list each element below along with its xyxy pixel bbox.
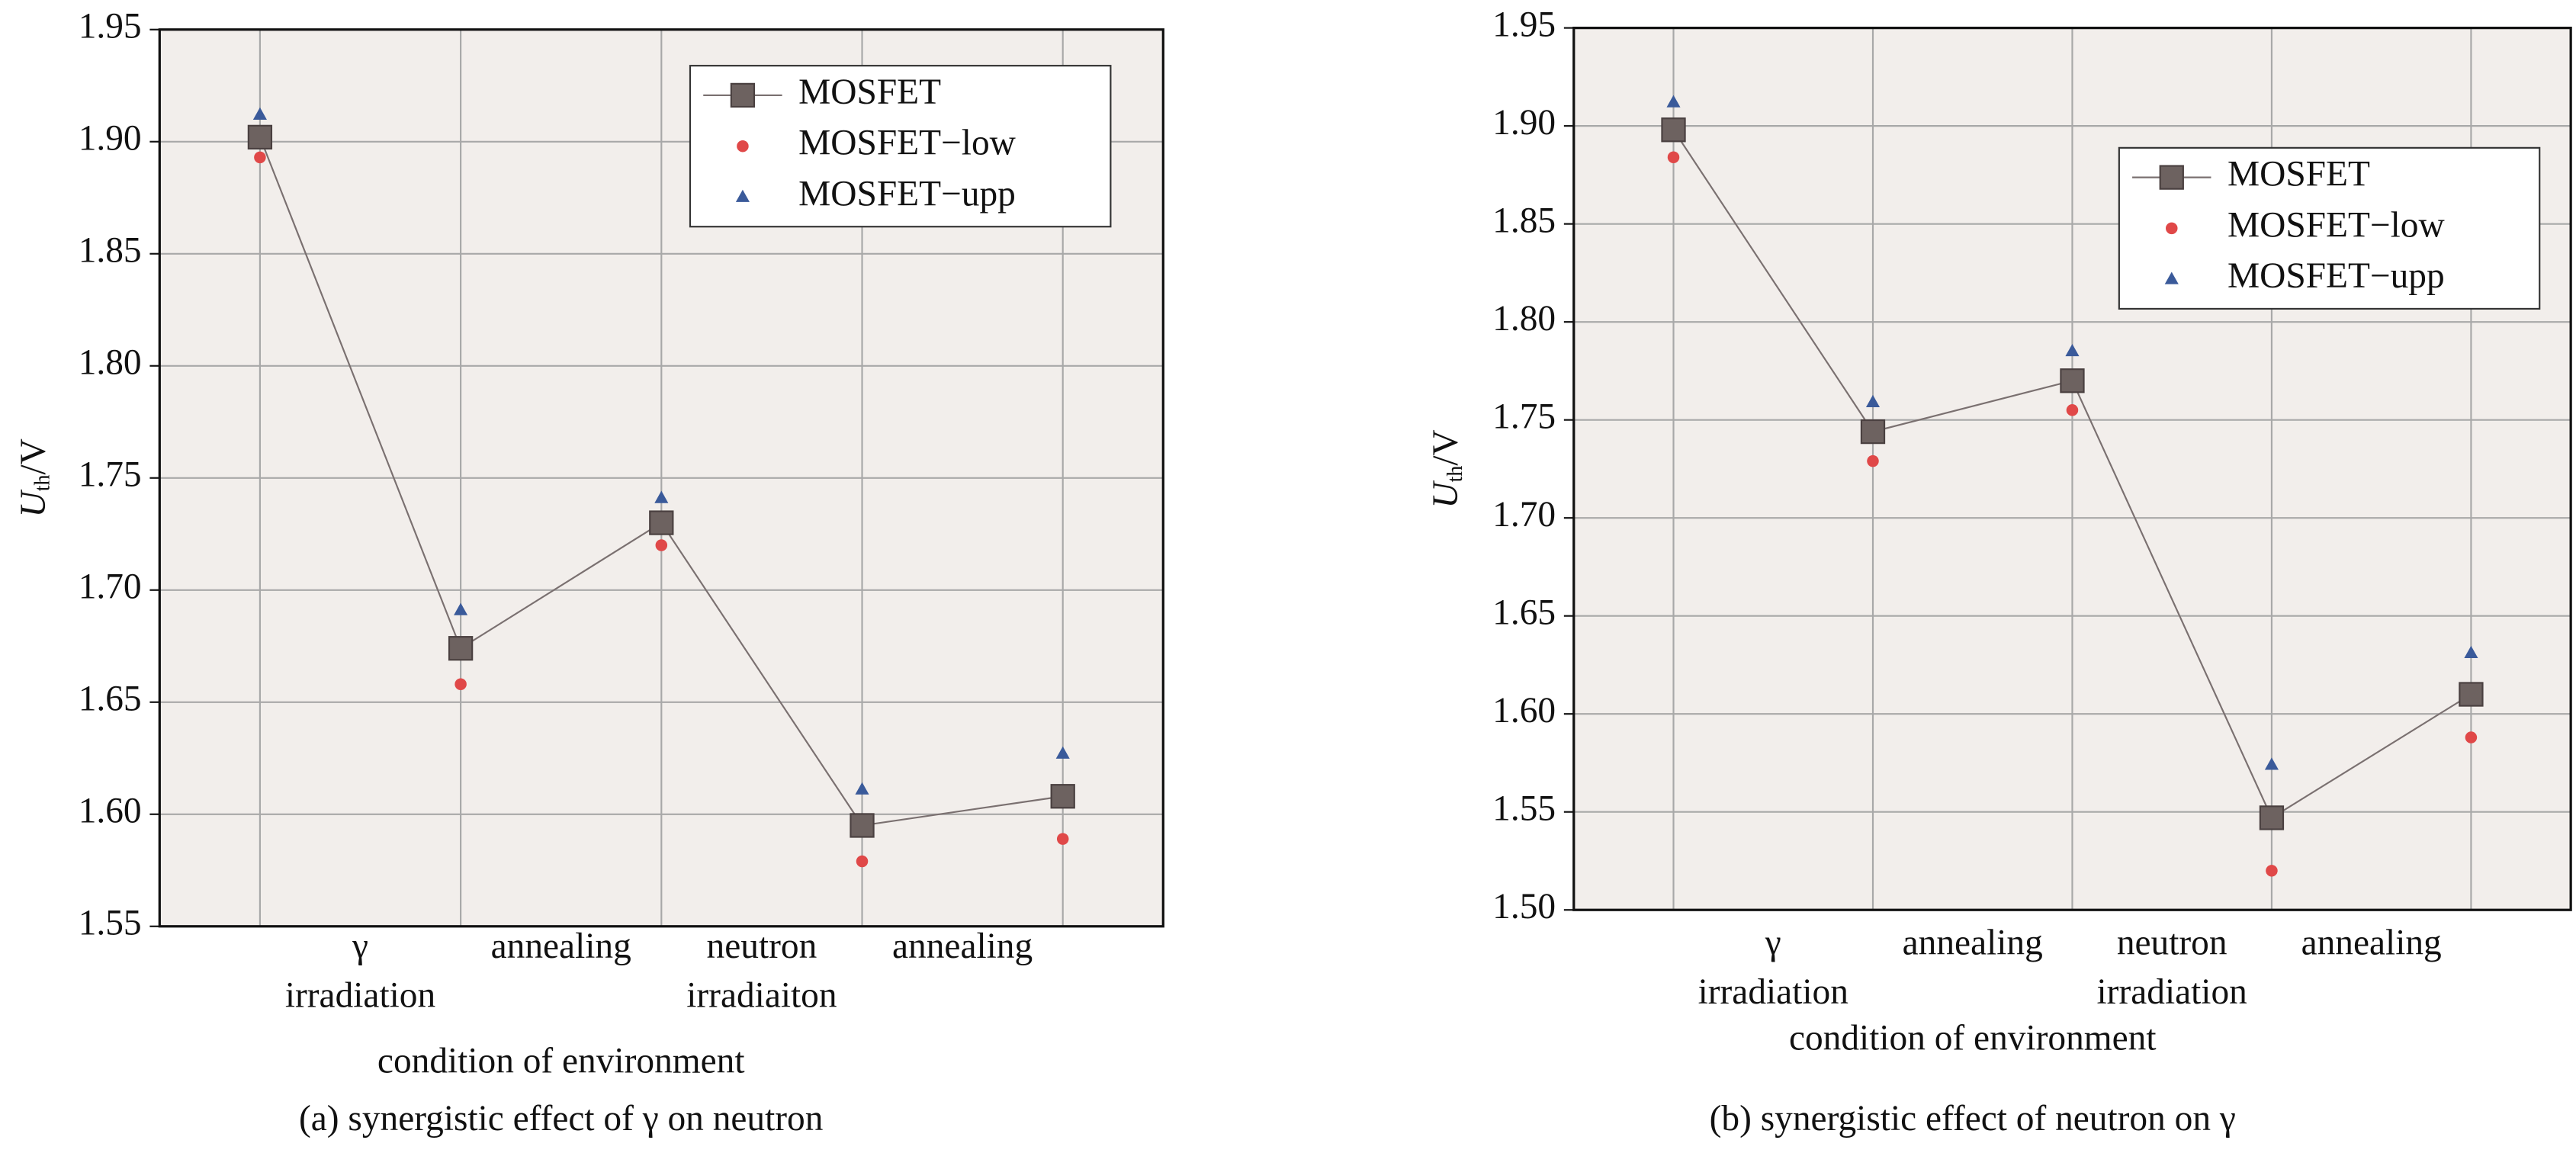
y-tick-label: 1.50 [1492,887,1556,927]
y-label-symbol: U [1426,480,1466,509]
caption: (b) synergistic effect of neutron on γ [1710,1099,2236,1139]
marker-square [448,636,474,661]
marker-square [850,813,875,838]
marker-triangle [1666,95,1681,108]
x-tick-label: annealing [892,927,1033,966]
marker-triangle [855,782,869,795]
marker-triangle [2264,757,2279,770]
marker-triangle [2065,344,2080,357]
x-tick-label: γ [1765,923,1781,962]
marker-square [1050,784,1075,809]
marker-square [2259,805,2285,830]
y-label-subscript: th [31,474,55,491]
y-label-unit: /V [14,438,53,474]
marker-circle [2266,865,2278,877]
y-tick-label: 1.85 [79,231,142,271]
x-axis-label: condition of environment [377,1042,745,1081]
marker-square [2060,368,2085,393]
y-tick-label: 1.85 [1492,201,1556,241]
y-tick-label: 1.70 [79,567,142,607]
x-tick-label: neutron [707,927,817,966]
y-tick-label: 1.60 [79,792,142,831]
marker-circle [2066,404,2079,416]
y-tick-label: 1.90 [1492,103,1556,143]
marker-circle [2166,222,2178,235]
legend-box [689,65,1112,228]
y-label-subscript: th [1444,466,1467,483]
marker-square [1661,117,1686,143]
x-tick-label: annealing [2301,923,2442,962]
marker-circle [737,140,749,153]
marker-circle [454,678,467,691]
legend-label: MOSFET [2228,154,2370,194]
marker-triangle [1055,746,1070,759]
y-label-unit: /V [1426,429,1466,465]
legend-label: MOSFET−upp [798,174,1016,214]
marker-triangle [654,490,669,503]
marker-circle [2465,731,2478,744]
marker-triangle [454,602,468,615]
caption: (a) synergistic effect of γ on neutron [299,1099,823,1139]
marker-square [2159,165,2184,190]
marker-triangle [252,107,267,120]
marker-circle [856,855,869,868]
y-tick-label: 1.65 [79,679,142,719]
x-tick-label: annealing [1903,923,2043,962]
y-tick-label: 1.90 [79,119,142,159]
legend-label: MOSFET−low [2228,205,2445,245]
marker-triangle [1865,394,1881,407]
x-tick-label: irradiation [285,975,435,1015]
plot-frame [1572,27,2572,911]
marker-circle [1056,833,1069,845]
marker-square [247,124,273,150]
y-tick-label: 1.55 [79,904,142,943]
legend-label: MOSFET−upp [2228,256,2445,296]
y-tick-label: 1.95 [79,7,142,47]
marker-triangle [2464,645,2478,658]
marker-circle [254,151,266,164]
y-axis-label: Uth/V [14,438,55,517]
marker-square [649,510,674,535]
y-tick-label: 1.65 [1492,593,1556,633]
y-tick-label: 1.80 [79,343,142,383]
y-tick-label: 1.70 [1492,495,1556,535]
plot-frame [158,28,1164,928]
marker-square [730,82,756,108]
y-tick-label: 1.60 [1492,691,1556,731]
y-label-symbol: U [14,489,53,517]
marker-square [1860,419,1886,445]
marker-triangle [2164,271,2179,284]
legend-label: MOSFET−low [798,124,1016,163]
x-tick-label: irradiaiton [686,975,837,1015]
x-tick-label: neutron [2117,923,2228,962]
legend-box [2118,146,2541,310]
legend: MOSFET MOSFET−low MOSFET−upp [2118,146,2541,310]
y-tick-label: 1.75 [79,455,142,495]
y-tick-label: 1.95 [1492,5,1556,44]
legend-label: MOSFET [798,72,941,112]
y-tick-label: 1.55 [1492,789,1556,829]
marker-circle [655,539,668,551]
x-tick-label: annealing [491,927,631,966]
y-tick-label: 1.80 [1492,299,1556,339]
x-tick-label: irradiation [2097,972,2247,1012]
marker-circle [1867,454,1879,467]
x-tick-label: irradiation [1698,972,1848,1012]
x-axis-label: condition of environment [1789,1018,2157,1058]
marker-square [2459,682,2484,707]
x-tick-label: γ [352,927,368,966]
marker-triangle [735,189,750,202]
y-axis-label: Uth/V [1426,429,1467,508]
y-tick-label: 1.75 [1492,397,1556,437]
marker-circle [1667,151,1680,164]
legend: MOSFET MOSFET−low MOSFET−upp [689,65,1112,228]
